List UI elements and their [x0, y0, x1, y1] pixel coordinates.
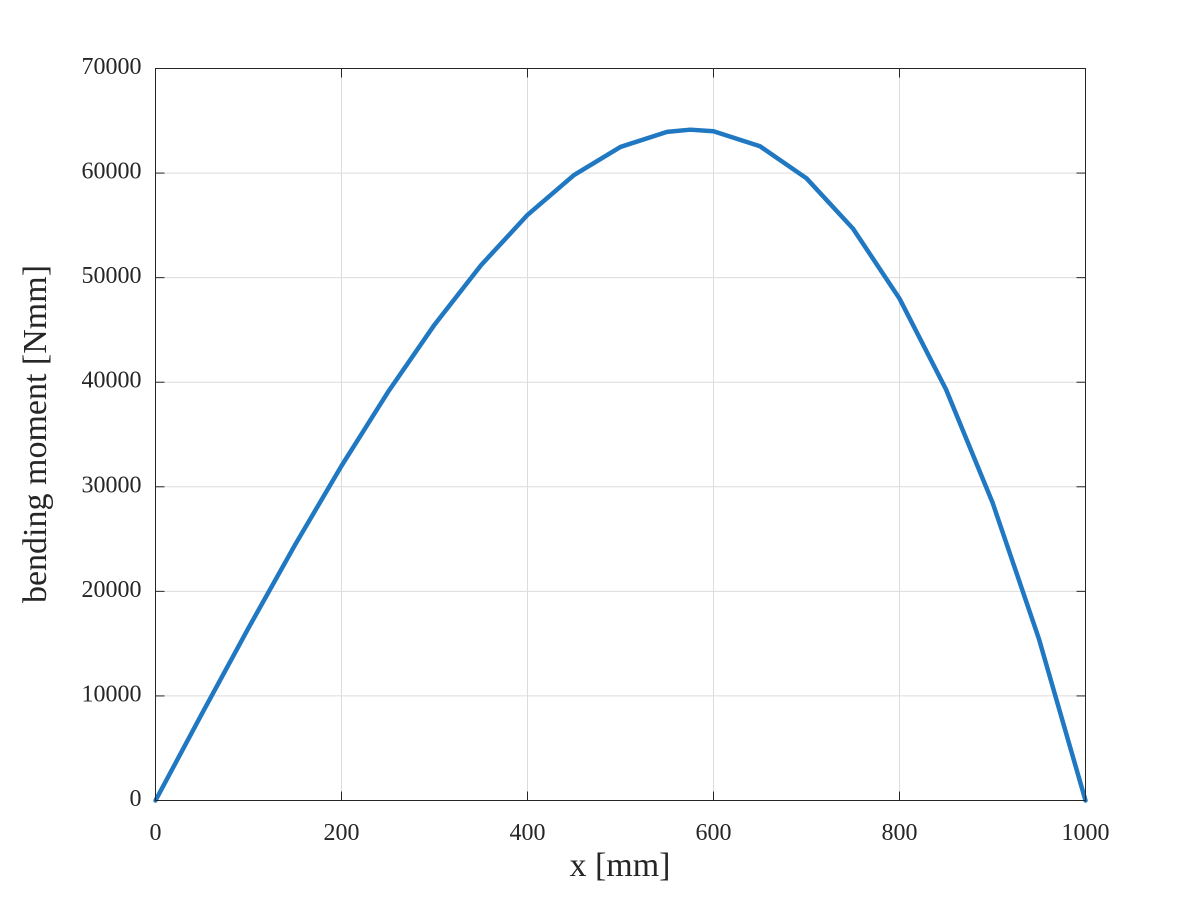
x-tick-label: 400 — [510, 820, 546, 846]
y-tick-label: 0 — [130, 786, 142, 812]
y-tick-label: 40000 — [82, 368, 142, 394]
y-axis-label: bending moment [Nmm] — [17, 265, 54, 603]
y-tick-label: 20000 — [82, 577, 142, 603]
y-tick-label: 10000 — [82, 681, 142, 707]
y-tick-label: 60000 — [82, 159, 142, 185]
axes-box — [155, 68, 1086, 801]
y-tick-label: 50000 — [82, 263, 142, 289]
x-tick-label: 1000 — [1062, 820, 1110, 846]
x-tick-label: 200 — [324, 820, 360, 846]
y-tick-label: 70000 — [82, 54, 142, 80]
plot-area — [153, 127, 1088, 803]
y-tick-label: 30000 — [82, 472, 142, 498]
ticks: 0 200 400 600 800 100001000020000300004000050… — [82, 54, 1110, 846]
x-tick-label: 0 — [150, 820, 162, 846]
data-line — [153, 127, 1088, 803]
x-tick-label: 600 — [696, 820, 732, 846]
x-axis-label: x [mm] — [569, 847, 670, 884]
x-tick-label: 800 — [882, 820, 918, 846]
